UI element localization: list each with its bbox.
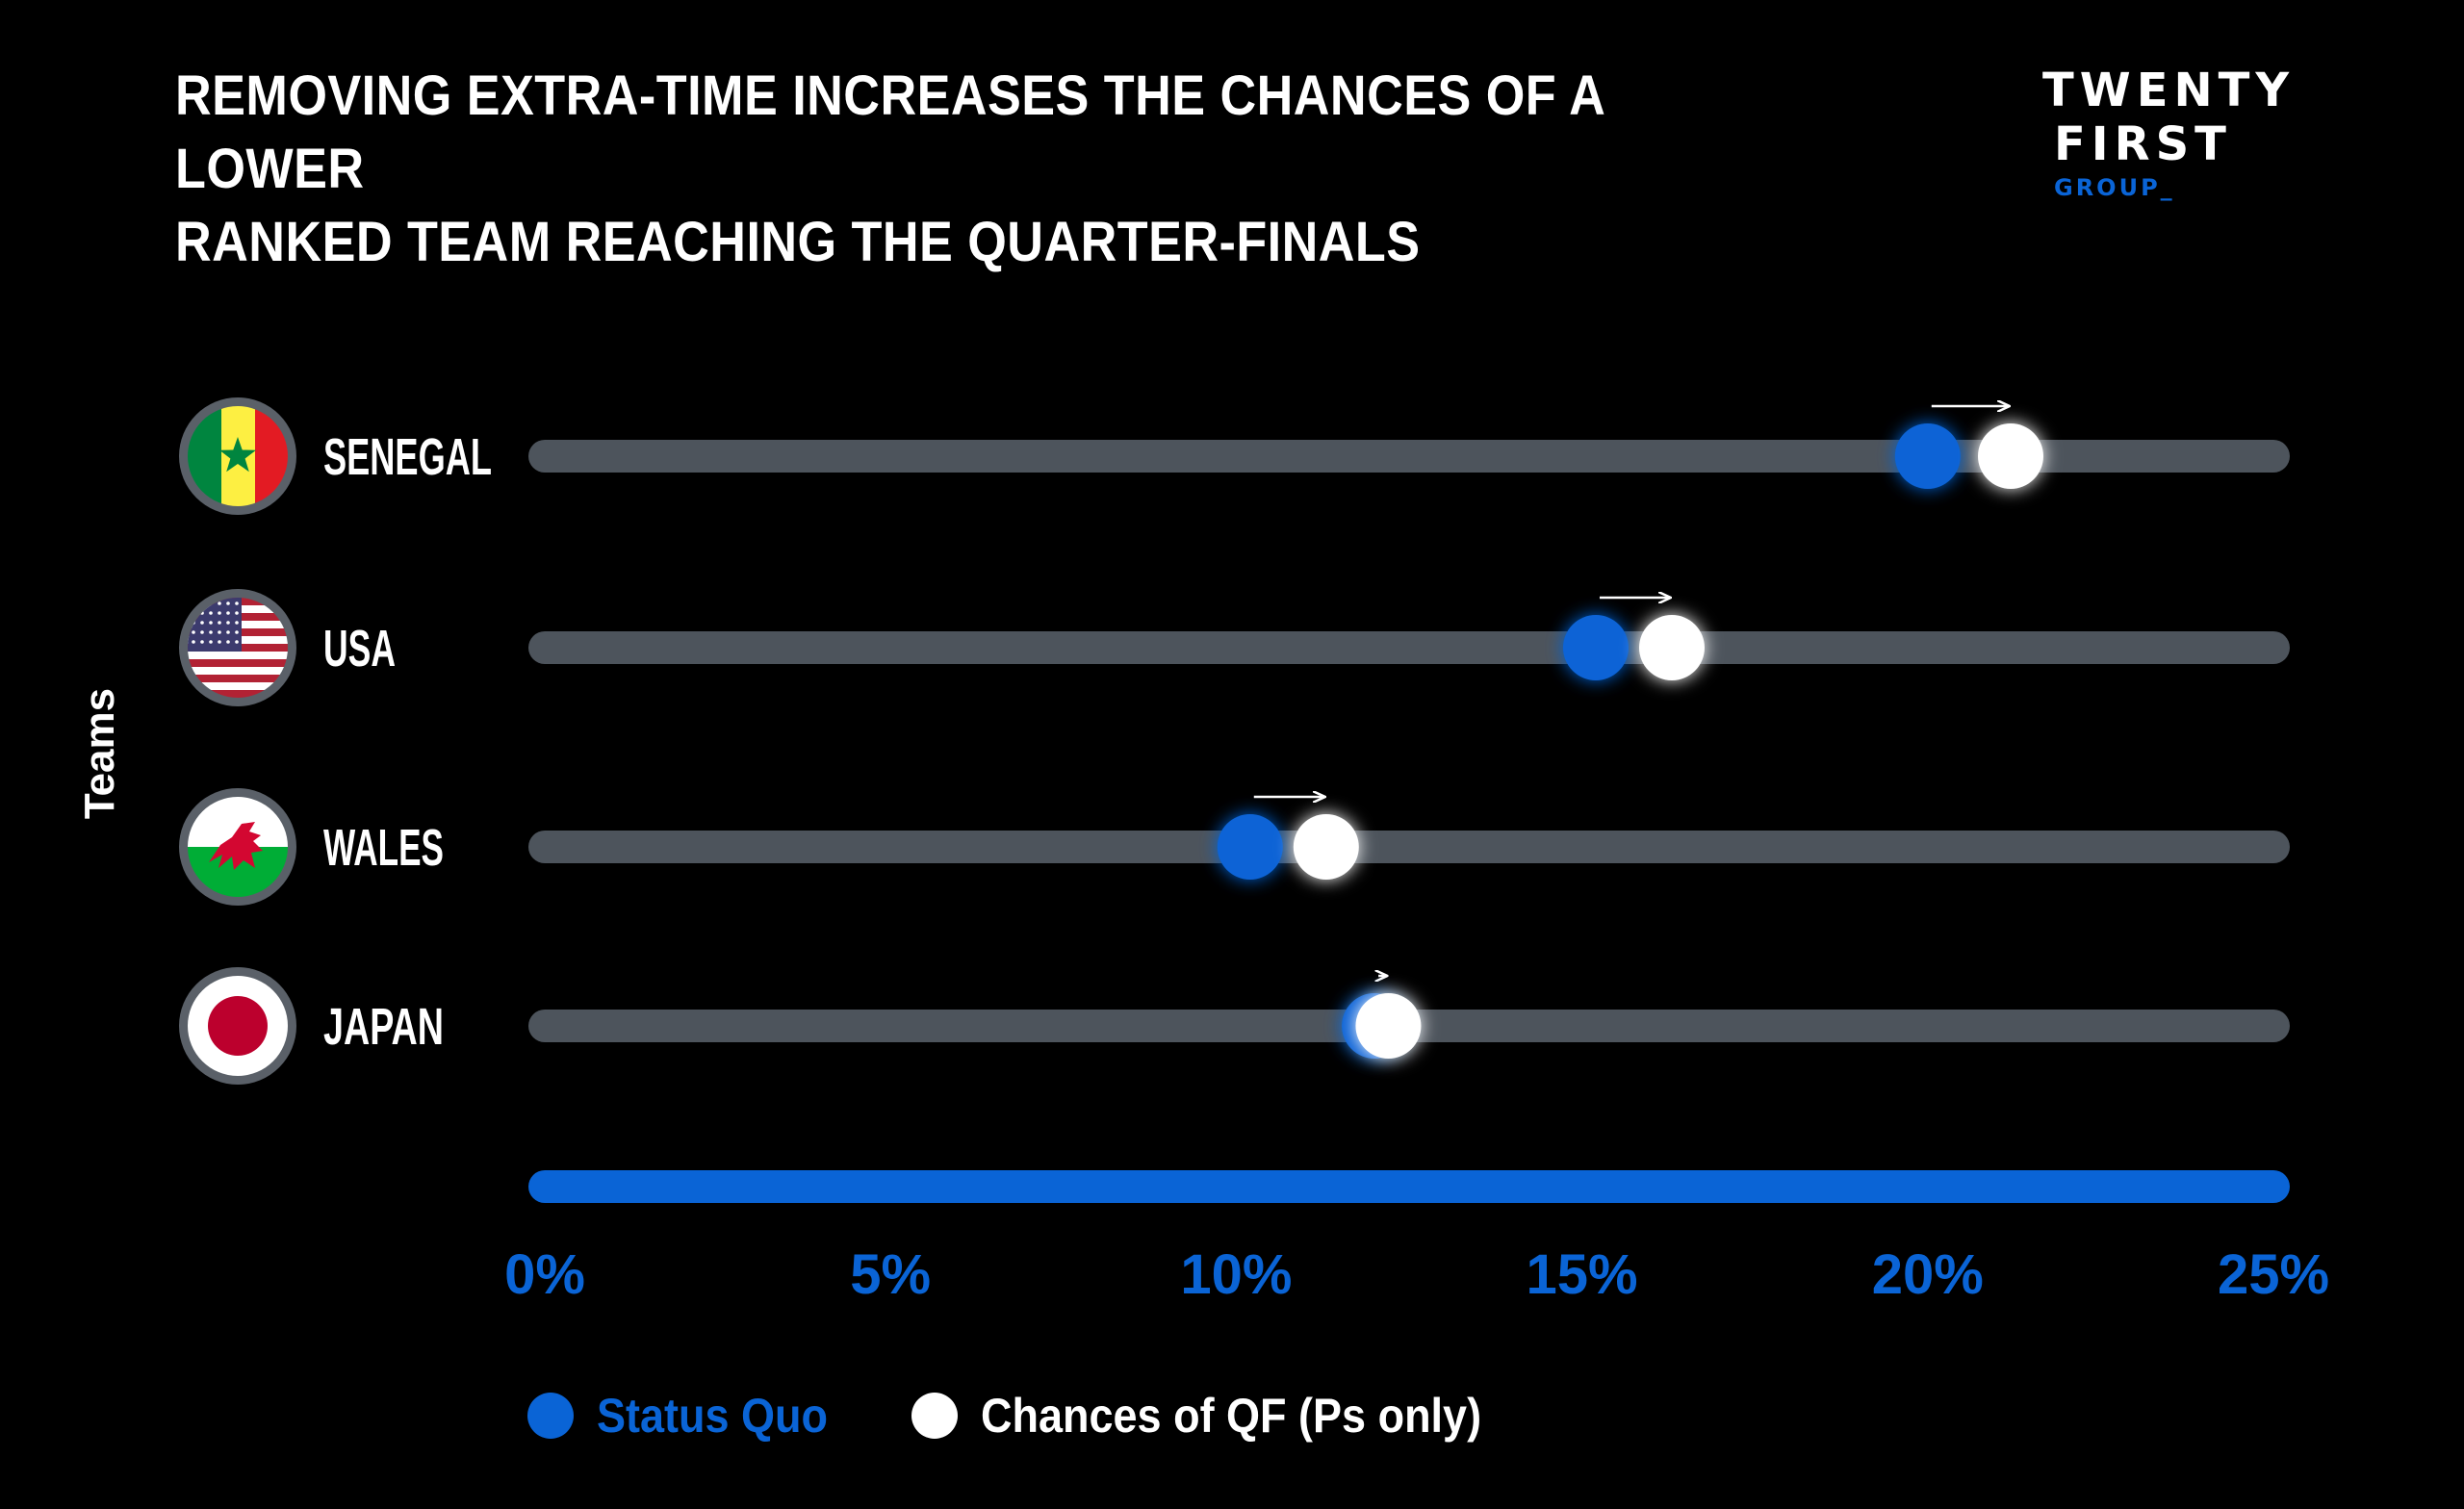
- chances-qf-marker: [1978, 423, 2044, 489]
- flag-sun: [208, 996, 268, 1056]
- team-row: WALES: [179, 788, 2290, 906]
- usa-flag: [179, 589, 296, 706]
- chances-qf-marker: [1638, 615, 1705, 680]
- flag-star-dot: [226, 640, 230, 644]
- logo-line-3: GROUP_: [2054, 174, 2175, 201]
- team-rows: SENEGAL USA WALES JAPAN: [179, 397, 2290, 1085]
- legend-label-chances-qf: Chances of QF (Ps only): [980, 1389, 1481, 1443]
- team-row: SENEGAL: [179, 397, 2290, 515]
- senegal-flag: [179, 397, 296, 515]
- title-line-2: RANKED TEAM REACHING THE QUARTER-FINALS: [175, 211, 1421, 273]
- flag-star-dot: [200, 630, 204, 634]
- chances-qf-marker: [1355, 993, 1422, 1059]
- flag-star-dot: [226, 601, 230, 605]
- flag-star-dot: [218, 630, 221, 634]
- flag-canton: [188, 598, 242, 652]
- flag-stripe: [188, 667, 288, 675]
- flag-star-dot: [235, 611, 239, 615]
- flag-stripe: [188, 682, 288, 690]
- flag-star-dot: [209, 611, 213, 615]
- flag-star-dot: [200, 640, 204, 644]
- flag-star-dot: [218, 611, 221, 615]
- flag-stripe: [188, 659, 288, 667]
- flag-star-dot: [192, 601, 195, 605]
- legend-swatch-chances-qf: [911, 1393, 958, 1439]
- team-row: USA: [179, 589, 2290, 706]
- japan-flag-pattern: [188, 976, 288, 1076]
- legend-swatch-status-quo: [527, 1393, 574, 1439]
- team-label: SENEGAL: [323, 428, 492, 486]
- tick-label: 5%: [850, 1243, 931, 1306]
- flag-star: [219, 437, 256, 473]
- flag-star-dot: [209, 630, 213, 634]
- flag-star-dot: [226, 611, 230, 615]
- wales-flag-pattern: [188, 797, 288, 897]
- wales-flag: [179, 788, 296, 906]
- usa-flag-pattern: [188, 598, 288, 698]
- logo-line-1: TWENTY: [2042, 64, 2296, 117]
- legend-item-status-quo: Status Quo: [527, 1388, 854, 1444]
- chances-qf-marker: [1293, 814, 1359, 880]
- logo-line-2: FIRST: [2054, 117, 2232, 171]
- legend: Status Quo Chances of QF (Ps only): [527, 1388, 1595, 1444]
- tick-label: 25%: [2218, 1243, 2329, 1306]
- status-quo-marker: [1217, 814, 1283, 880]
- flag-star-dot: [218, 640, 221, 644]
- flag-star-dot: [218, 621, 221, 625]
- legend-label-status-quo: Status Quo: [597, 1389, 829, 1443]
- flag-star-dot: [235, 601, 239, 605]
- team-row: JAPAN: [179, 967, 2290, 1085]
- flag-star-dot: [235, 621, 239, 625]
- flag-star-dot: [192, 640, 195, 644]
- flag-star-dot: [226, 621, 230, 625]
- status-quo-marker: [1562, 615, 1629, 680]
- legend-item-chances-qf: Chances of QF (Ps only): [911, 1388, 1537, 1444]
- tick-label: 20%: [1872, 1243, 1984, 1306]
- tick-label: 0%: [504, 1243, 585, 1306]
- flag-star-dot: [209, 640, 213, 644]
- flag-stripe: [188, 675, 288, 682]
- chart-title: REMOVING EXTRA-TIME INCREASES THE CHANCE…: [175, 60, 1648, 279]
- title-line-1: REMOVING EXTRA-TIME INCREASES THE CHANCE…: [175, 64, 1604, 200]
- flag-star-dot: [226, 630, 230, 634]
- flag-star-dot: [235, 630, 239, 634]
- japan-flag: [179, 967, 296, 1085]
- flag-dragon: [209, 822, 263, 870]
- team-label: USA: [323, 620, 396, 678]
- flag-stripe: [188, 690, 288, 698]
- flag-star-dot: [235, 640, 239, 644]
- team-label: JAPAN: [323, 998, 444, 1056]
- status-quo-marker: [1894, 423, 1961, 489]
- flag-star-dot: [200, 621, 204, 625]
- tick-label: 10%: [1180, 1243, 1292, 1306]
- flag-star-dot: [192, 630, 195, 634]
- team-label: WALES: [323, 819, 444, 877]
- flag-stripe: [188, 652, 288, 659]
- twenty-first-group-logo: TWENTY FIRST GROUP_: [2042, 64, 2331, 204]
- x-axis-ticks: 0% 5% 10% 15% 20% 25%: [504, 1243, 2329, 1306]
- tick-label: 15%: [1527, 1243, 1638, 1306]
- flag-star-dot: [209, 621, 213, 625]
- flag-star-dot: [218, 601, 221, 605]
